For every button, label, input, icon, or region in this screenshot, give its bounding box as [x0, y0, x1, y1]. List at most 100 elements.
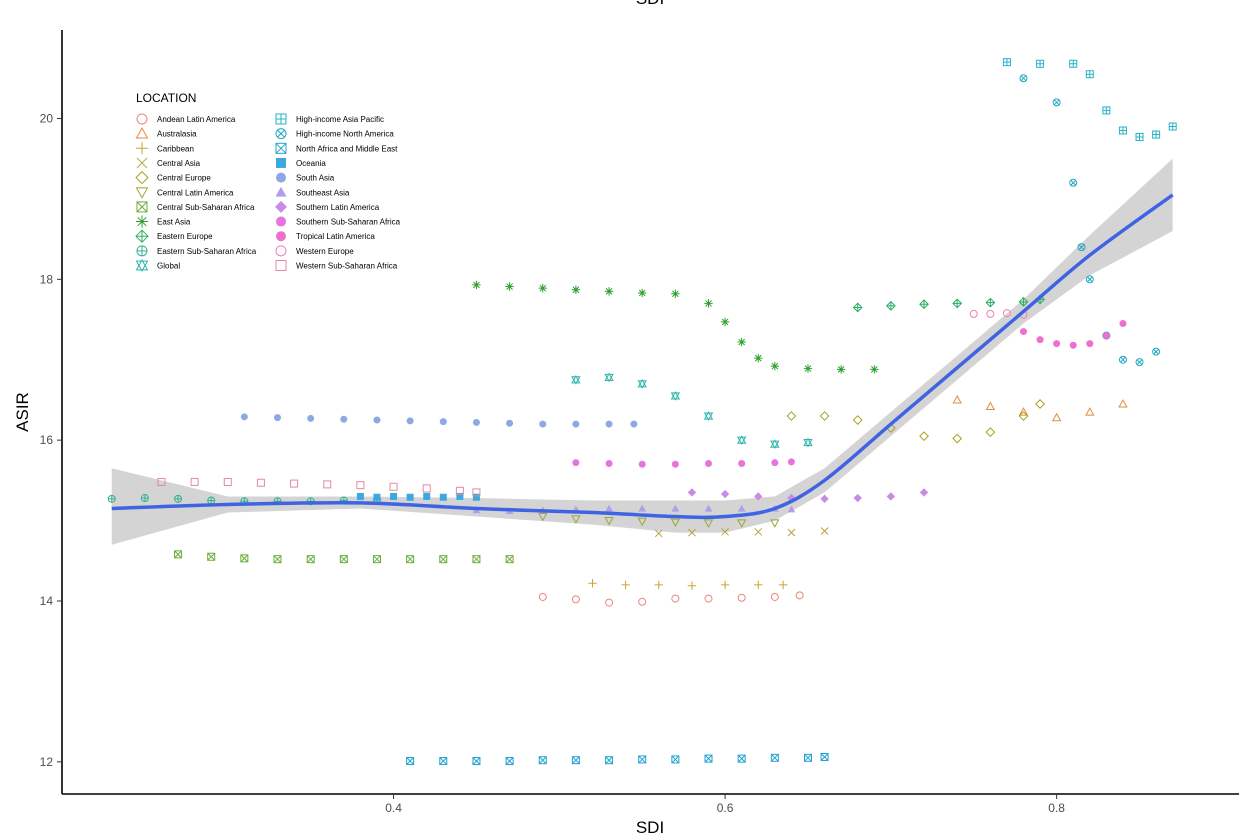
data-point: [406, 493, 414, 501]
data-point: [1102, 106, 1111, 115]
data-point: [754, 492, 763, 501]
data-point: [836, 365, 846, 374]
legend-item: Southeast Asia: [275, 186, 350, 197]
legend-key: [275, 260, 287, 271]
data-point: [505, 757, 514, 766]
legend-item: East Asia: [136, 215, 191, 228]
data-point: [621, 580, 630, 590]
data-point: [738, 459, 746, 467]
data-point: [472, 757, 481, 766]
data-point: [1019, 74, 1028, 83]
data-point: [1018, 411, 1029, 421]
data-point: [886, 492, 896, 501]
data-point: [571, 595, 580, 604]
data-point: [1069, 59, 1078, 68]
y-tick-label: 20: [40, 111, 54, 125]
data-point: [538, 283, 547, 293]
legend-item: Australasia: [135, 127, 197, 139]
data-point: [985, 401, 996, 410]
legend-key: [135, 127, 149, 139]
data-point: [472, 488, 481, 497]
data-point: [870, 365, 879, 374]
data-point: [207, 552, 216, 561]
legend-item: Central Europe: [135, 170, 211, 185]
data-point: [273, 555, 282, 564]
data-point: [852, 415, 863, 425]
data-point: [637, 517, 647, 527]
legend-key: [276, 157, 286, 168]
data-point: [406, 757, 415, 766]
data-point: [720, 489, 730, 499]
data-point: [770, 592, 779, 601]
data-point: [754, 580, 763, 590]
legend-item: Central Asia: [136, 157, 201, 169]
data-point: [885, 300, 896, 311]
data-point: [306, 555, 315, 564]
legend-key: [275, 186, 287, 197]
legend-key: [276, 231, 286, 242]
data-point: [770, 361, 780, 371]
data-point: [506, 419, 514, 427]
series-south-asia: [240, 413, 638, 428]
legend-label: East Asia: [157, 218, 191, 227]
data-point: [737, 754, 746, 763]
data-point: [472, 280, 481, 290]
data-point: [174, 550, 183, 559]
data-point: [1118, 399, 1128, 408]
series-western-sub-saharan-africa: [157, 477, 481, 497]
legend-label: Western Europe: [296, 247, 354, 256]
data-point: [704, 504, 713, 512]
data-point: [472, 555, 481, 564]
data-point: [985, 427, 996, 438]
data-point: [605, 598, 614, 607]
data-point: [985, 297, 996, 308]
data-point: [787, 505, 796, 513]
data-point: [705, 459, 713, 467]
legend-key: [136, 245, 148, 257]
legend-key: [275, 113, 287, 125]
data-point: [472, 493, 480, 501]
y-tick-label: 18: [40, 272, 54, 286]
data-point: [604, 516, 614, 526]
data-point: [1086, 340, 1094, 348]
data-point: [571, 515, 581, 524]
series-australasia: [952, 395, 1128, 422]
legend-key: [136, 201, 148, 213]
series-central-asia: [654, 527, 829, 538]
legend-label: Australasia: [157, 130, 197, 139]
legend-key: [136, 215, 148, 228]
data-point: [720, 317, 730, 327]
data-point: [571, 285, 581, 294]
smooth-fit-confidence-band: [111, 158, 1173, 545]
data-point: [952, 433, 963, 444]
legend-key: [135, 187, 149, 199]
data-point: [356, 481, 365, 490]
data-point: [1018, 407, 1029, 416]
data-point: [389, 482, 398, 491]
data-point: [952, 298, 963, 309]
data-point: [571, 756, 580, 765]
data-point: [704, 594, 713, 603]
data-point: [356, 492, 364, 500]
legend-key: [136, 157, 148, 169]
data-point: [1119, 320, 1127, 328]
legend-label: South Asia: [296, 174, 335, 183]
legend-key: [275, 245, 287, 257]
legend-label: Eastern Sub-Saharan Africa: [157, 247, 257, 256]
y-tick-label: 12: [40, 755, 54, 769]
series-tropical-latin-america: [1019, 320, 1127, 349]
legend-label: Central Latin America: [157, 188, 234, 197]
data-point: [820, 494, 829, 504]
legend-title: LOCATION: [136, 91, 196, 105]
data-point: [803, 753, 812, 762]
plot-area: [107, 58, 1177, 766]
data-point: [1019, 328, 1027, 336]
data-point: [505, 555, 514, 564]
series-high-income-asia-pacific: [1002, 58, 1177, 141]
x-tick-label: 0.6: [717, 801, 734, 815]
data-point: [439, 493, 447, 501]
data-point: [919, 488, 929, 497]
x-ticks: 0.4 0.6 0.8: [385, 794, 1065, 815]
data-point: [703, 519, 714, 528]
x-tick-label: 0.8: [1048, 801, 1065, 815]
